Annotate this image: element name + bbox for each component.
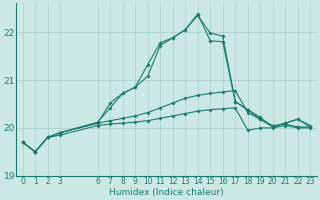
X-axis label: Humidex (Indice chaleur): Humidex (Indice chaleur): [109, 188, 224, 197]
